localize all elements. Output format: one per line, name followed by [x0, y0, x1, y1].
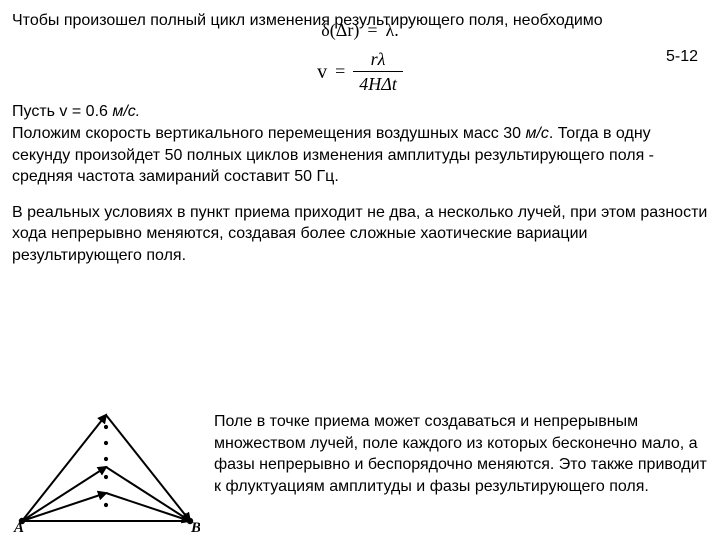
p2a-unit: м/с.: [112, 103, 140, 120]
eq2-numerator: rλ: [353, 49, 403, 72]
paragraph-example: Пусть v = 0.6 м/с. Положим скорость верт…: [12, 101, 708, 187]
ray-triangle-figure: АВ: [12, 409, 200, 534]
p2b-unit: м/с: [525, 125, 548, 142]
svg-text:А: А: [13, 520, 24, 534]
eq1-rhs: λ.: [385, 20, 398, 42]
p2a-text: Пусть v = 0.6: [12, 103, 112, 120]
eq2-fraction: rλ 4HΔt: [353, 49, 403, 95]
p2b-pre: Положим скорость вертикального перемещен…: [12, 125, 525, 142]
paragraph-continuous-rays: Поле в точке приема может создаваться и …: [214, 411, 708, 497]
eq2-denominator: 4HΔt: [353, 72, 403, 96]
svg-text:В: В: [190, 520, 200, 534]
equation-velocity: v = rλ 4HΔt: [12, 49, 708, 95]
eq1-lhs: δ(Δr): [321, 20, 359, 42]
eq1-equals: =: [367, 20, 377, 42]
eq2-lhs: v: [317, 60, 327, 84]
eq2-equals: =: [335, 61, 345, 83]
paragraph-real-conditions: В реальных условиях в пункт приема прихо…: [12, 202, 708, 267]
page-number: 5-12: [666, 46, 698, 68]
